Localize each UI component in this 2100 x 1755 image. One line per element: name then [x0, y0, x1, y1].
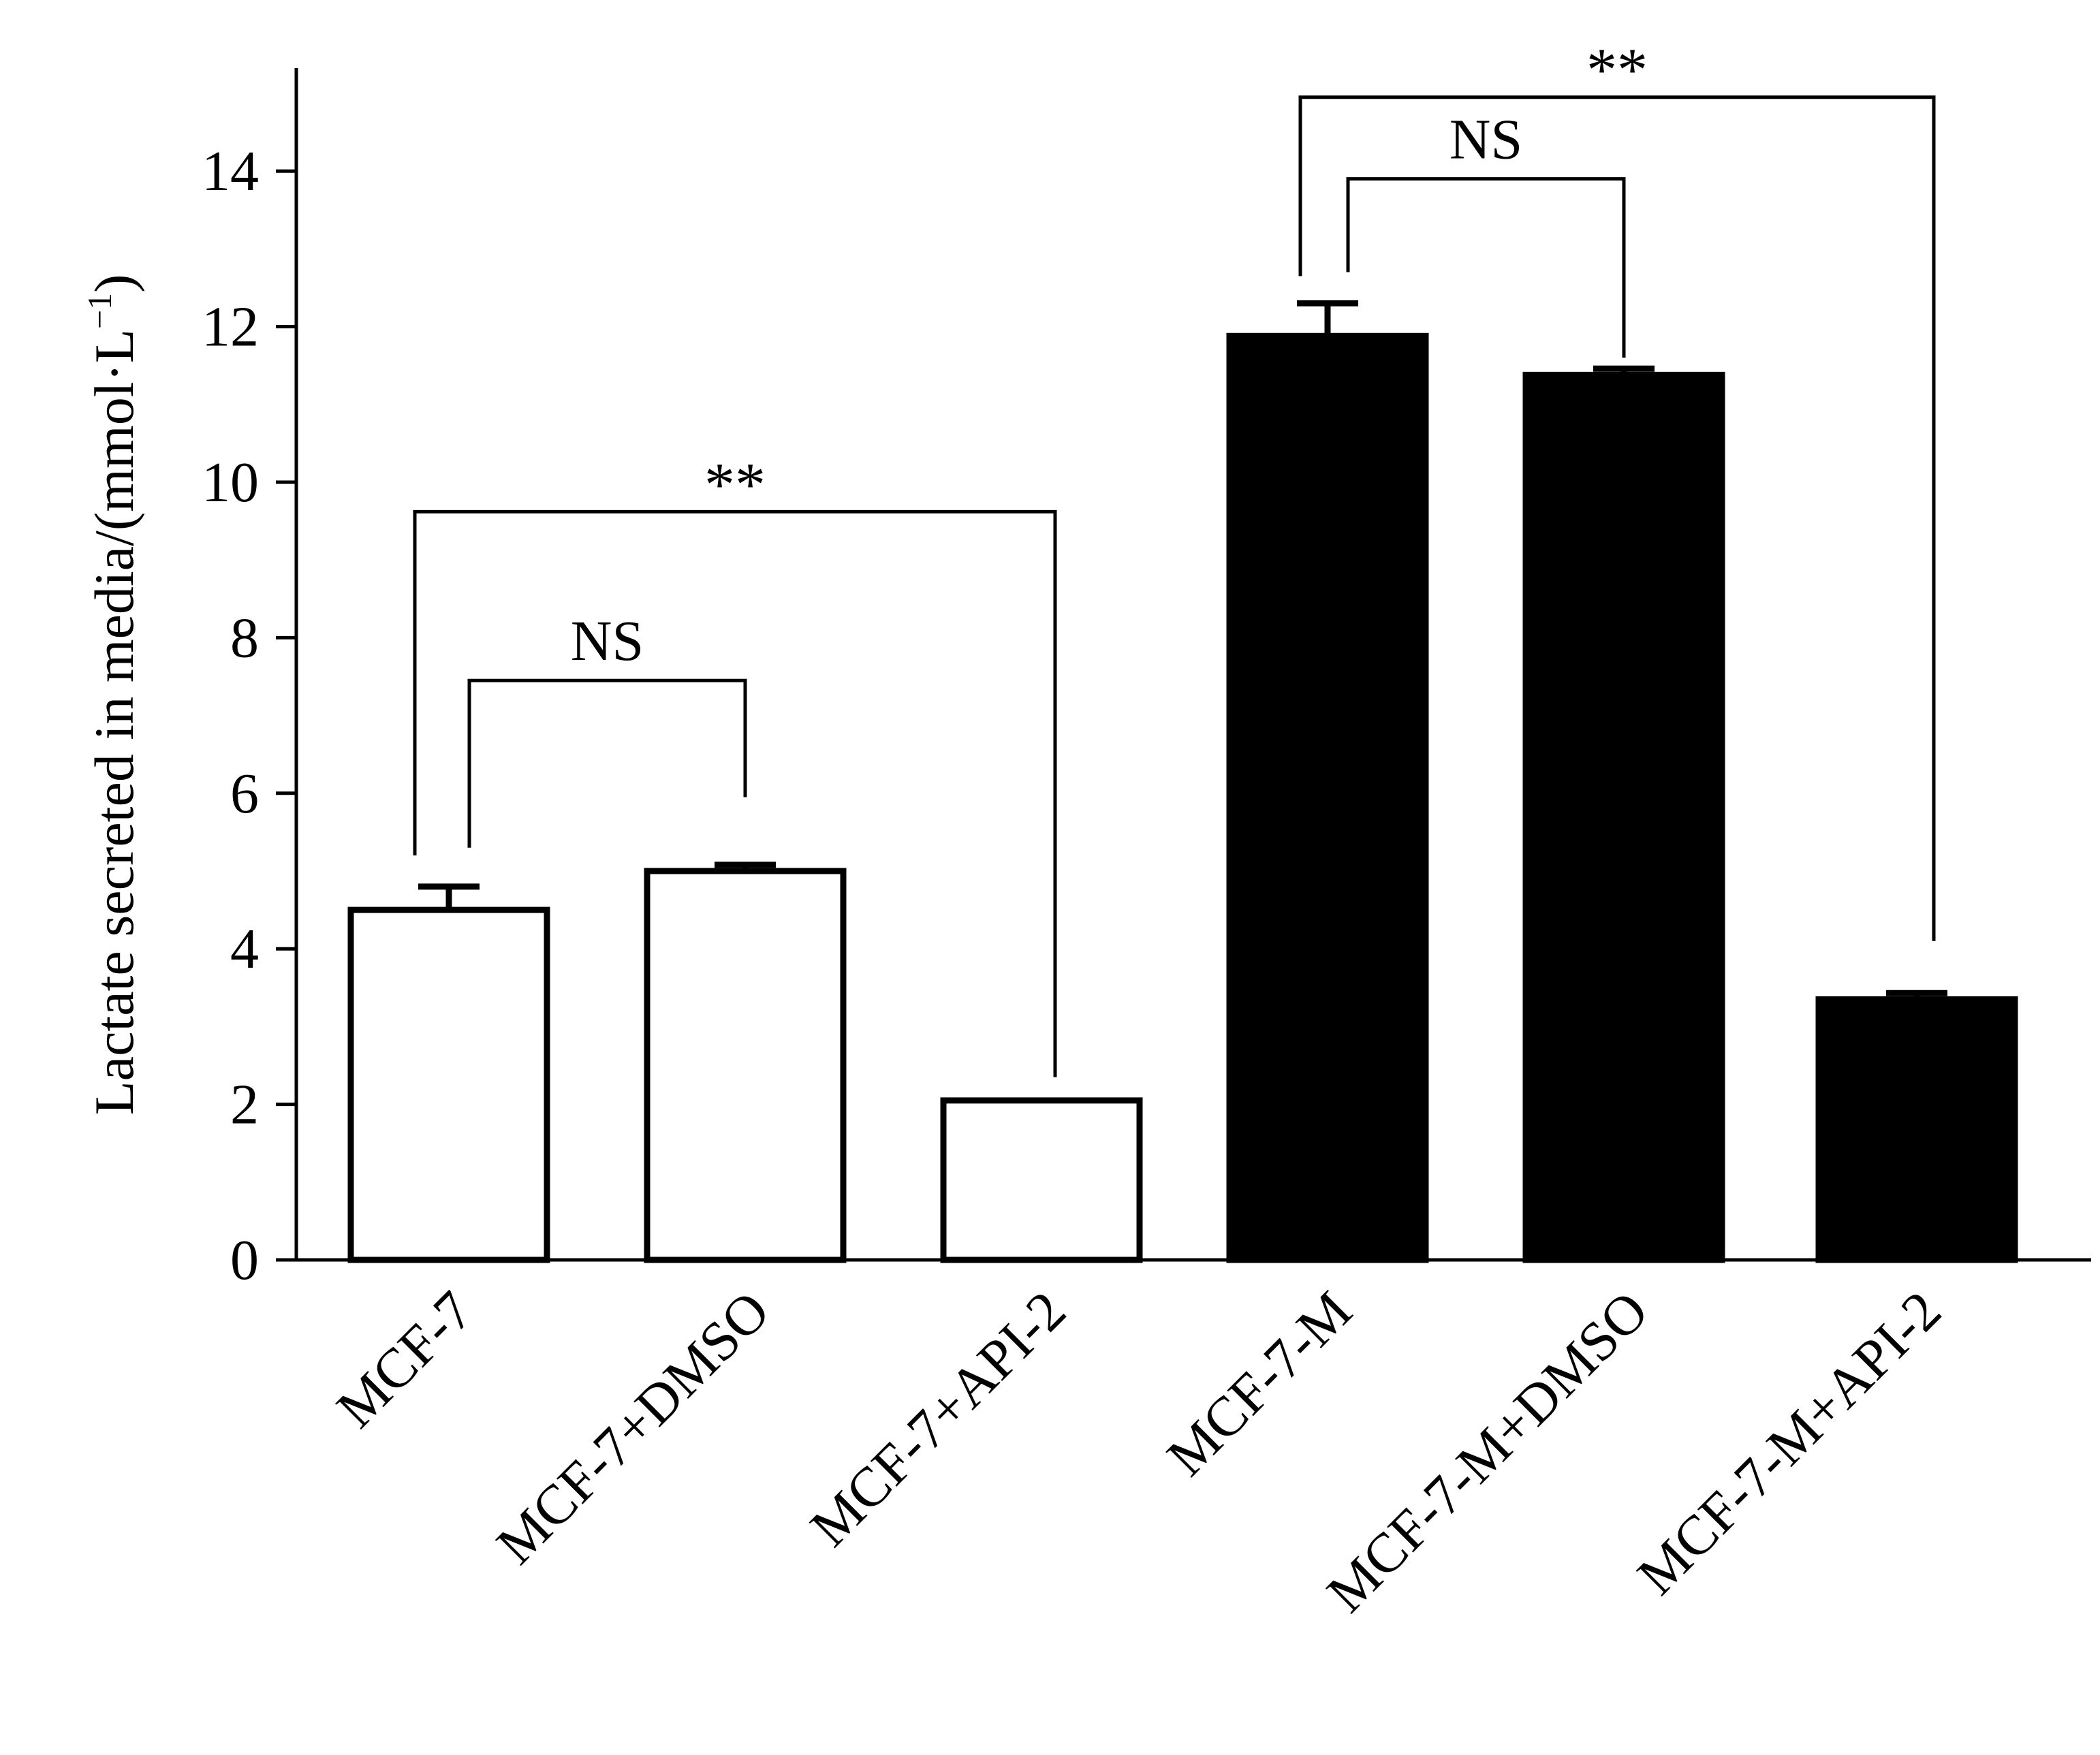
- y-tick-label: 6: [230, 762, 259, 825]
- significance-annotations: NS ** NS **: [413, 37, 1936, 1077]
- y-tick-label: 4: [230, 917, 259, 981]
- significance-bracket: [1346, 177, 1626, 358]
- significance-label: NS: [1449, 108, 1522, 172]
- significance-bracket: [467, 678, 747, 848]
- significance-bracket: [1298, 95, 1936, 941]
- x-tick-labels-layer: MCF-7 MCF-7+DMSO MCF-7+API-2 MCF-7-MMCF-7-M…: [325, 1279, 1953, 1624]
- bar-mcf-7-dmso: [644, 868, 847, 1263]
- y-axis-title: Lactate secreted in media/(mmol·L−1): [80, 274, 145, 1116]
- significance-label: **: [1586, 37, 1648, 104]
- significance-label: **: [704, 451, 766, 518]
- x-tick-label: MCF-7-M+API-2: [1625, 1279, 1952, 1606]
- bar-mcf-7-api-2: [940, 1097, 1143, 1263]
- y-tick-label: 10: [202, 451, 259, 514]
- y-tick-label: 0: [230, 1229, 259, 1292]
- y-axis-title-main: Lactate secreted in media/(mmol·L: [83, 329, 145, 1115]
- x-tick-label: MCF-7-M: [1155, 1279, 1364, 1487]
- y-axis-title-close: ): [83, 274, 145, 293]
- bar-mcf-7: [347, 906, 550, 1263]
- y-tick-label: 14: [202, 140, 259, 203]
- y-tick-label: 12: [202, 296, 259, 359]
- significance-bracket: [413, 509, 1057, 1077]
- y-axis-title-superscript: −1: [80, 293, 119, 329]
- y-ticks-layer: 0 2 4 6 8 10 12 14: [202, 140, 296, 1292]
- x-tick-label: MCF-7+API-2: [798, 1279, 1078, 1558]
- x-tick-label: MCF-7-M+DMSO: [1315, 1279, 1659, 1624]
- axes-layer: [294, 68, 2091, 1262]
- x-tick-label: MCF-7+DMSO: [484, 1279, 781, 1575]
- bar-mcf-7-m-api-2: [1815, 996, 2018, 1263]
- bar-mcf-7-m-dmso: [1522, 371, 1725, 1263]
- error-bars-layer: [418, 300, 1947, 1000]
- x-tick-label: MCF-7: [325, 1279, 485, 1439]
- y-tick-label: 8: [230, 606, 259, 669]
- significance-label: NS: [571, 610, 644, 673]
- bars-layer: [347, 332, 2018, 1263]
- y-tick-label: 2: [230, 1073, 259, 1137]
- bar-mcf-7-m: [1226, 332, 1429, 1263]
